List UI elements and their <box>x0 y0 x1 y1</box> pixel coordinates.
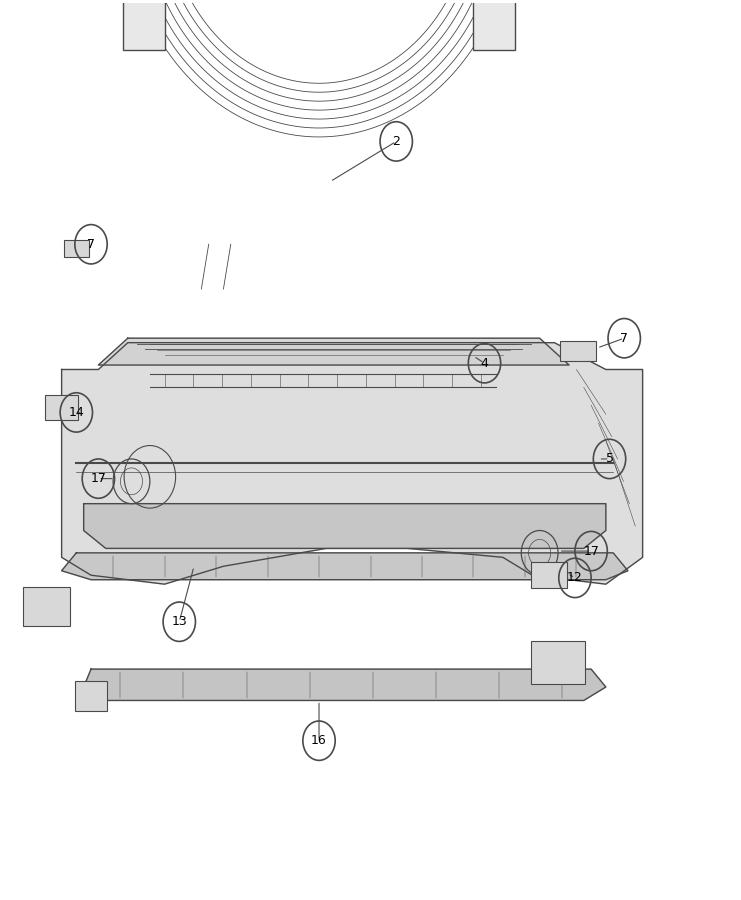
FancyBboxPatch shape <box>45 394 78 420</box>
Text: 13: 13 <box>171 616 187 628</box>
FancyBboxPatch shape <box>531 641 585 684</box>
Text: 5: 5 <box>605 453 614 465</box>
Polygon shape <box>99 338 569 365</box>
Text: 17: 17 <box>583 544 599 558</box>
FancyBboxPatch shape <box>64 239 89 256</box>
Polygon shape <box>84 504 606 548</box>
FancyBboxPatch shape <box>531 562 567 588</box>
Polygon shape <box>62 553 628 580</box>
FancyBboxPatch shape <box>473 0 514 50</box>
Polygon shape <box>84 669 606 700</box>
Text: 12: 12 <box>567 572 583 584</box>
Text: 7: 7 <box>87 238 95 251</box>
FancyBboxPatch shape <box>75 680 107 711</box>
Text: 16: 16 <box>311 734 327 747</box>
FancyBboxPatch shape <box>24 587 70 626</box>
Text: 2: 2 <box>392 135 400 148</box>
Text: 17: 17 <box>90 472 106 485</box>
Polygon shape <box>62 343 642 584</box>
Text: 14: 14 <box>68 406 84 419</box>
FancyBboxPatch shape <box>124 0 165 50</box>
Text: 7: 7 <box>620 332 628 345</box>
Text: 4: 4 <box>481 356 488 370</box>
FancyBboxPatch shape <box>560 341 597 361</box>
